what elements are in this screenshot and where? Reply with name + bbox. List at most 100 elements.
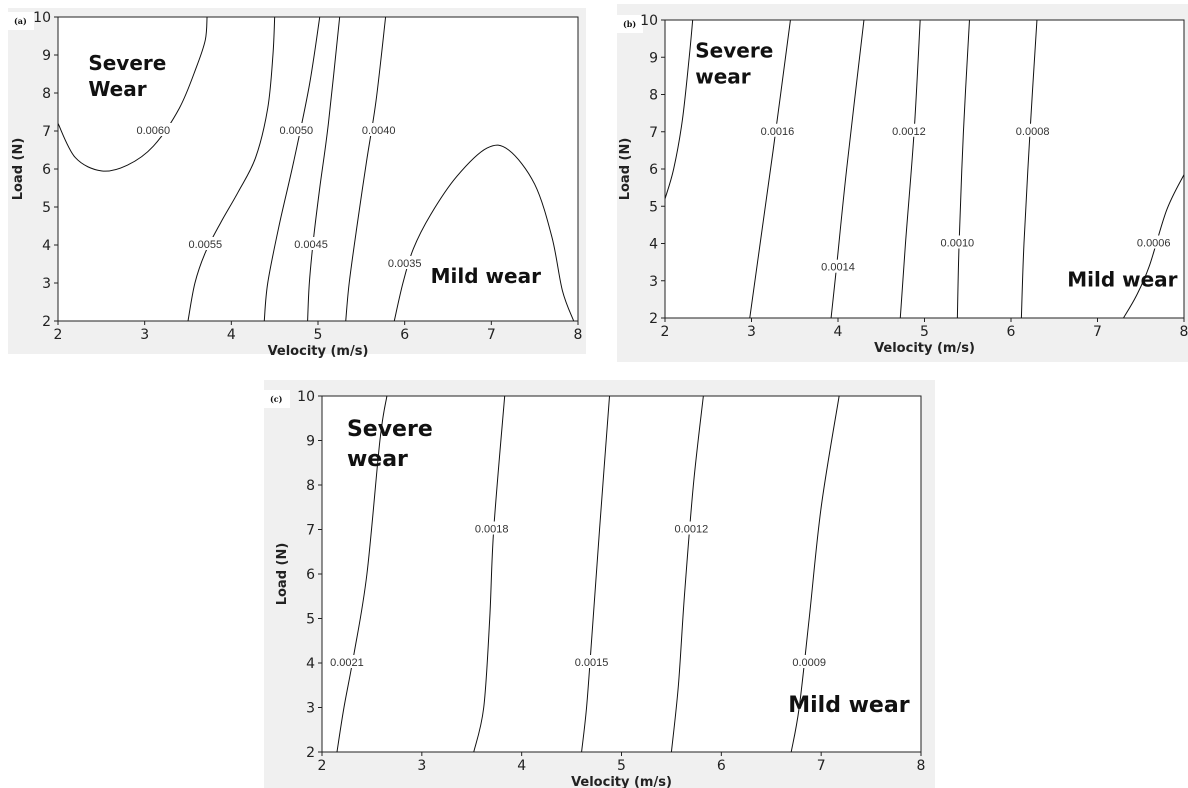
contour-label-bg <box>937 235 977 249</box>
x-tick-label: 4 <box>227 327 236 343</box>
x-tick-label: 6 <box>717 758 726 774</box>
y-tick-label: 8 <box>306 478 315 494</box>
y-tick-label: 2 <box>42 314 51 330</box>
contour-label: 0.0014 <box>821 262 855 274</box>
x-tick-label: 7 <box>487 327 496 343</box>
contour-line <box>830 20 865 318</box>
contour-panel-b: (b) 2 3 4 5 6 7 8 2 3 4 5 6 7 8 9 10 Velocity (m/s) Load (… <box>617 4 1188 362</box>
panel-tag-label: (b) <box>623 19 636 29</box>
contour-label: 0.0018 <box>475 524 509 536</box>
y-axis-title: Load (N) <box>618 138 633 201</box>
y-tick-label: 9 <box>649 50 658 66</box>
contour-line <box>899 20 921 318</box>
contour-label: 0.0012 <box>675 524 709 536</box>
y-tick-label: 9 <box>42 48 51 64</box>
region-label: Mild wear <box>431 264 541 288</box>
contour-line <box>956 20 970 318</box>
panel-tag-label: (a) <box>14 16 27 26</box>
contour-label-bg <box>185 237 225 250</box>
y-tick-label: 10 <box>33 10 51 26</box>
contour-line <box>665 20 694 199</box>
panel-tag: (b) <box>617 15 643 33</box>
contour-line <box>670 396 704 752</box>
contour-line <box>1020 20 1038 318</box>
y-tick-label: 3 <box>42 276 51 292</box>
y-tick-label: 7 <box>42 124 51 140</box>
y-axis-title: Load (N) <box>275 543 290 606</box>
contour-label-bg <box>889 123 929 137</box>
y-tick-label: 2 <box>306 745 315 761</box>
contour-label-bg <box>1013 123 1053 137</box>
y-tick-label: 5 <box>649 199 658 215</box>
contour-label-bg <box>385 256 425 269</box>
y-tick-label: 6 <box>649 162 658 178</box>
contour-lines <box>665 20 1184 318</box>
contour-label: 0.0050 <box>280 125 314 137</box>
plot-area <box>664 19 1185 319</box>
plot-area <box>321 395 922 753</box>
contour-label-bg <box>359 123 399 136</box>
region-label: Severe <box>347 417 433 442</box>
contour-line <box>473 396 506 752</box>
x-tick-label: 8 <box>1180 324 1188 340</box>
y-axis-title: Load (N) <box>11 138 26 201</box>
x-tick-label: 8 <box>917 758 926 774</box>
panel-tag: (c) <box>264 390 290 408</box>
contour-line <box>336 396 388 752</box>
x-tick-label: 7 <box>1093 324 1102 340</box>
x-axis-title: Velocity (m/s) <box>874 341 975 356</box>
panel-tag-box <box>617 15 643 33</box>
contour-label-bg <box>1134 235 1174 249</box>
y-tick-label: 9 <box>306 434 315 450</box>
contour-label: 0.0035 <box>388 258 422 270</box>
contour-line <box>749 20 791 318</box>
x-tick-label: 6 <box>1007 324 1016 340</box>
x-tick-label: 3 <box>747 324 756 340</box>
region-label: Mild wear <box>788 693 909 718</box>
y-tick-label: 8 <box>42 86 51 102</box>
contour-line <box>790 396 840 752</box>
region-label: wear <box>347 447 408 472</box>
contour-label-bg <box>757 123 798 137</box>
x-tick-label: 8 <box>574 327 583 343</box>
x-tick-label: 7 <box>817 758 826 774</box>
y-tick-label: 5 <box>42 200 51 216</box>
contour-panel-a: (a) 2 3 4 5 6 7 8 2 3 4 5 6 7 8 9 10 Velocity (m/s) Load (… <box>8 8 586 359</box>
plot-area <box>57 16 579 322</box>
region-label: wear <box>695 64 751 88</box>
contour-label: 0.0045 <box>294 239 328 251</box>
contour-label: 0.0015 <box>575 657 609 669</box>
y-tick-label: 5 <box>306 612 315 628</box>
contour-label-bg <box>671 521 711 535</box>
panel-tag-box <box>8 12 34 30</box>
y-tick-label: 3 <box>649 274 658 290</box>
x-axis-title: Velocity (m/s) <box>571 775 672 788</box>
contour-label-bg <box>291 237 331 250</box>
y-tick-label: 6 <box>42 162 51 178</box>
panel-tag: (a) <box>8 12 34 30</box>
x-tick-label: 2 <box>661 324 670 340</box>
y-tick-label: 4 <box>306 656 315 672</box>
contour-line <box>581 396 611 752</box>
contour-label: 0.0016 <box>761 126 795 138</box>
region-label: Severe <box>88 51 166 75</box>
y-tick-label: 10 <box>297 389 315 405</box>
y-tick-label: 10 <box>640 13 658 29</box>
contour-label-bg <box>133 123 173 136</box>
panel-tag-label: (c) <box>270 394 283 404</box>
region-label: Mild wear <box>1067 267 1177 291</box>
contour-line <box>263 17 321 321</box>
contour-line <box>1123 174 1184 318</box>
y-tick-label: 7 <box>649 125 658 141</box>
y-tick-label: 3 <box>306 701 315 717</box>
x-tick-label: 2 <box>54 327 63 343</box>
contour-label: 0.0008 <box>1016 126 1050 138</box>
contour-line <box>187 17 276 321</box>
contour-label: 0.0012 <box>892 126 926 138</box>
x-tick-label: 6 <box>400 327 409 343</box>
contour-line <box>345 17 387 321</box>
contour-label-bg <box>327 655 367 668</box>
panel-tag-box <box>264 390 290 408</box>
contour-lines <box>336 396 840 752</box>
y-tick-label: 4 <box>649 237 658 253</box>
